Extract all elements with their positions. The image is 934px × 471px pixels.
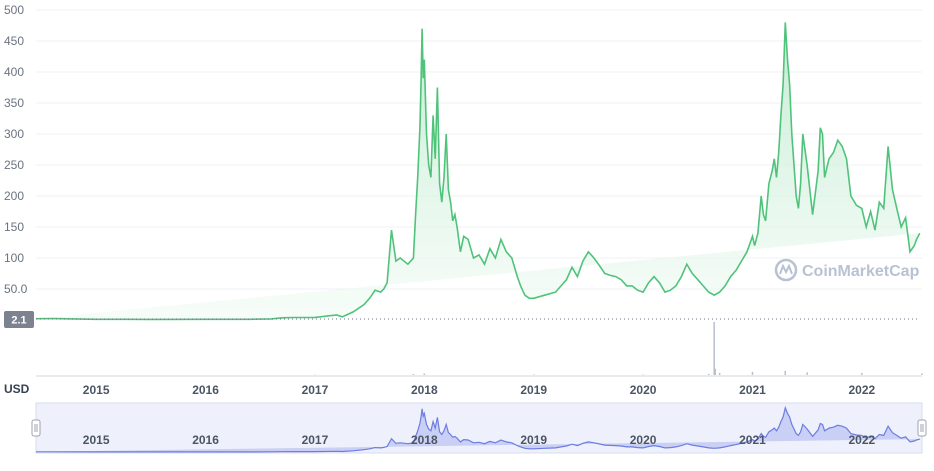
navigator-tick-label: 2015 (83, 433, 110, 447)
volume-bar (642, 374, 644, 375)
volume-bar (413, 374, 415, 375)
coinmarketcap-watermark: CoinMarketCap (776, 260, 920, 280)
volume-bar (708, 374, 710, 375)
y-tick-label: 300 (4, 127, 24, 141)
navigator-tick-label: 2019 (520, 433, 547, 447)
navigator-left-handle[interactable] (32, 420, 40, 436)
y-tick-label: 500 (4, 3, 24, 17)
x-tick-label: 2016 (192, 383, 219, 397)
current-price-tag: 2.1 (4, 311, 34, 328)
navigator-right-handle[interactable] (918, 420, 926, 436)
navigator-tick-label: 2021 (739, 433, 766, 447)
x-axis-ticks: 2015 2016 2017 2018 2019 2020 2021 2022 (83, 383, 876, 397)
navigator-tick-label: 2022 (848, 433, 875, 447)
x-tick-label: 2022 (848, 383, 875, 397)
x-tick-label: 2019 (520, 383, 547, 397)
volume-bar (752, 372, 754, 375)
navigator-tick-label: 2017 (302, 433, 329, 447)
volume-bar (713, 322, 715, 375)
y-tick-label: 450 (4, 34, 24, 48)
navigator-tick-label: 2016 (192, 433, 219, 447)
x-tick-label: 2015 (83, 383, 110, 397)
volume-bar (861, 373, 863, 375)
y-axis-ticks: 50.0 100 150 200 250 300 350 400 450 500 (4, 3, 28, 296)
range-navigator[interactable]: 2015 2016 2017 2018 2019 2020 2021 2022 (32, 403, 926, 453)
navigator-tick-label: 2020 (630, 433, 657, 447)
y-tick-label: 100 (4, 251, 24, 265)
price-area (36, 22, 920, 319)
x-tick-label: 2021 (739, 383, 766, 397)
volume-bar (533, 374, 535, 375)
volume-bar (719, 373, 721, 375)
y-tick-label: 50.0 (4, 282, 28, 296)
y-tick-label: 350 (4, 96, 24, 110)
navigator-tick-label: 2018 (411, 433, 438, 447)
volume-bar (785, 371, 787, 375)
x-tick-label: 2020 (630, 383, 657, 397)
x-tick-label: 2017 (302, 383, 329, 397)
y-tick-label: 400 (4, 65, 24, 79)
watermark-text: CoinMarketCap (802, 263, 920, 280)
volume-bars (314, 322, 923, 375)
x-tick-label: 2018 (411, 383, 438, 397)
y-tick-label: 200 (4, 189, 24, 203)
y-tick-label: 250 (4, 158, 24, 172)
volume-bar (715, 369, 717, 375)
currency-label: USD (4, 382, 30, 396)
volume-bar (424, 373, 426, 375)
volume-bar (921, 373, 923, 375)
y-tick-label: 150 (4, 220, 24, 234)
current-price-label: 2.1 (11, 315, 26, 327)
volume-bar (806, 372, 808, 375)
